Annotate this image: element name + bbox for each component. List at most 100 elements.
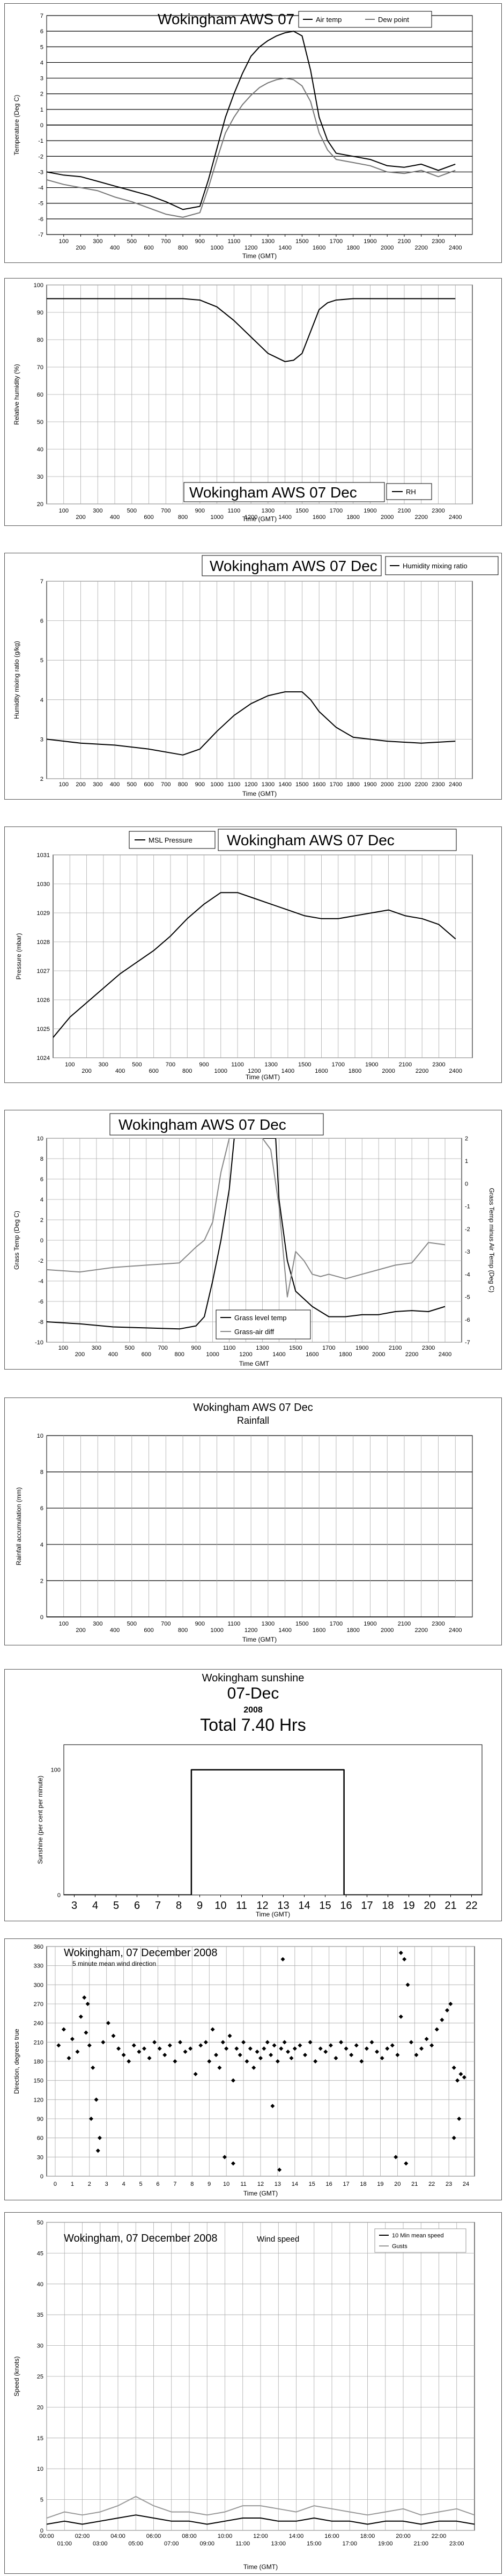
y-tick-label: 30 — [37, 2343, 43, 2350]
x-tick-label: 300 — [93, 781, 102, 788]
x-tick-label: 1200 — [244, 781, 257, 788]
x-tick-label: 10 — [214, 1900, 226, 1912]
direction-point — [198, 2043, 203, 2048]
x-tick-label: 1300 — [256, 1345, 269, 1351]
chart-subtitle: 5 minute mean wind direction — [72, 1960, 156, 1967]
direction-point — [137, 2050, 142, 2054]
y2-tick-label: 1 — [465, 1158, 468, 1165]
direction-point — [344, 2046, 349, 2051]
x-tick-label: 1600 — [313, 1627, 325, 1634]
wind-speed-chart-panel: 0 5 10 15 20 25 30 35 40 45 50 00:00 02:00 04:00 06:00… — [4, 2212, 502, 2574]
x-axis-label: Time (GMT) — [246, 1073, 280, 1081]
y-tick-label: 4 — [40, 697, 43, 704]
y-tick-label: 330 — [34, 1963, 43, 1970]
direction-point — [414, 2053, 419, 2058]
direction-point — [375, 2050, 380, 2054]
wind-speed-chart: 0 5 10 15 20 25 30 35 40 45 50 00:00 02:00 04:00 06:00… — [13, 2220, 475, 2571]
direction-point — [255, 2050, 260, 2054]
y2-tick-label: 0 — [465, 1181, 468, 1187]
x-tick-label: 500 — [132, 1062, 142, 1068]
chart-title: Wokingham sunshine — [202, 1672, 305, 1684]
chart-title: Wokingham AWS 07 Dec — [189, 484, 357, 501]
x-tick-label: 1500 — [295, 781, 308, 788]
direction-point — [78, 2014, 83, 2019]
series-line-msl-pressure — [53, 892, 456, 1038]
chart-title: Wokingham, 07 December 2008 — [64, 2233, 217, 2244]
direction-point — [457, 2117, 462, 2121]
x-tick-label: 24 — [463, 2181, 469, 2187]
direction-point — [111, 2033, 116, 2038]
x-tick-label: 600 — [142, 1351, 151, 1358]
y-tick-label: 240 — [34, 2021, 43, 2027]
x-tick-label: 1700 — [330, 508, 343, 514]
direction-point — [70, 2037, 75, 2041]
x-tick-label: 19 — [377, 2181, 383, 2187]
x-tick-label: 2100 — [398, 508, 411, 514]
x-tick-label: 1600 — [313, 781, 325, 788]
y-tick-label: 4 — [40, 1542, 43, 1548]
y2-tick-label: -7 — [465, 1340, 470, 1346]
x-tick-label: 800 — [178, 781, 188, 788]
direction-point — [308, 2040, 313, 2045]
x-tick-label: 5 — [113, 1900, 119, 1912]
x-tick-label: 1400 — [278, 245, 291, 251]
direction-point — [84, 2030, 88, 2035]
x-tick-label: 1400 — [272, 1351, 285, 1358]
title-box — [218, 829, 457, 851]
direction-point — [131, 2043, 136, 2048]
x-tick-label: 9 — [197, 1900, 203, 1912]
plot-layer: -7 -6 -5 -4 -3 -2 -1 0 1 2 3 4 5 6 7 100 200 300 400 500 600… — [13, 13, 473, 260]
y-tick-label: 2 — [40, 1578, 43, 1584]
direction-point — [455, 2078, 460, 2083]
x-tick-label: 2200 — [414, 245, 427, 251]
x-tick-label: 1400 — [281, 1068, 294, 1074]
x-tick-label: 2 — [88, 2181, 91, 2187]
x-tick-label: 200 — [76, 781, 85, 788]
direction-point — [224, 2046, 229, 2051]
x-tick-label: 100 — [59, 508, 69, 514]
x-tick-label: 900 — [195, 781, 205, 788]
x-tick-label: 1200 — [248, 1068, 261, 1074]
direction-point — [323, 2050, 328, 2054]
legend-label-air-temp: Air temp — [316, 16, 342, 24]
y-tick-label: 7 — [40, 13, 43, 19]
y-tick-label: -4 — [38, 185, 43, 192]
mixing-ratio-chart-panel: 2 3 4 5 6 7 100 200 300 400 500 600 700 800 900 1000 110… — [4, 553, 502, 800]
y-tick-label: 8 — [40, 1469, 43, 1476]
y-tick-label: 4 — [40, 1197, 43, 1203]
chart-title: Wokingham AWS 07 Dec — [227, 832, 395, 848]
direction-point — [116, 2046, 121, 2051]
x-tick-label: 1100 — [228, 238, 241, 245]
x-tick-label: 900 — [191, 1345, 201, 1351]
x-tick-label: 800 — [178, 245, 188, 251]
x-tick-label: 23 — [446, 2181, 452, 2187]
x-tick-label: 11:00 — [235, 2541, 250, 2547]
direction-point — [333, 2056, 338, 2061]
x-tick-label: 10 — [223, 2181, 229, 2187]
sunshine-year: 2008 — [243, 1706, 263, 1715]
x-tick-label: 2200 — [414, 1627, 427, 1634]
x-tick-label: 21:00 — [413, 2541, 428, 2547]
x-tick-label: 1700 — [332, 1062, 345, 1068]
y-tick-label: -5 — [38, 201, 43, 207]
y-axis-label: Humidity mixing ratio (g/kg) — [13, 641, 20, 719]
direction-point — [298, 2043, 302, 2048]
direction-point — [302, 2053, 307, 2058]
y2-tick-label: 2 — [465, 1136, 468, 1142]
x-tick-label: 1800 — [346, 1627, 359, 1634]
x-tick-label: 14 — [292, 2181, 298, 2187]
direction-point — [244, 2059, 249, 2063]
grass-temp-chart: -10-8-6-4-20246810-7-6-5-4-3-2-101210020… — [13, 1113, 495, 1367]
sunshine-date: 07-Dec — [227, 1685, 279, 1702]
x-tick-label: 1600 — [306, 1351, 318, 1358]
direction-point — [121, 2053, 126, 2058]
legend-label-rh: RH — [406, 488, 416, 496]
x-tick-label: 17 — [361, 1900, 373, 1912]
x-tick-label: 1000 — [210, 245, 223, 251]
y-tick-label: 6 — [40, 618, 43, 625]
legend-label-dew-point: Dew point — [378, 16, 409, 24]
x-tick-label: 1800 — [349, 1068, 361, 1074]
direction-point — [444, 2008, 449, 2012]
chart-title: Wokingham AWS 07 Dec — [118, 1116, 286, 1133]
x-tick-label: 1800 — [346, 781, 359, 788]
